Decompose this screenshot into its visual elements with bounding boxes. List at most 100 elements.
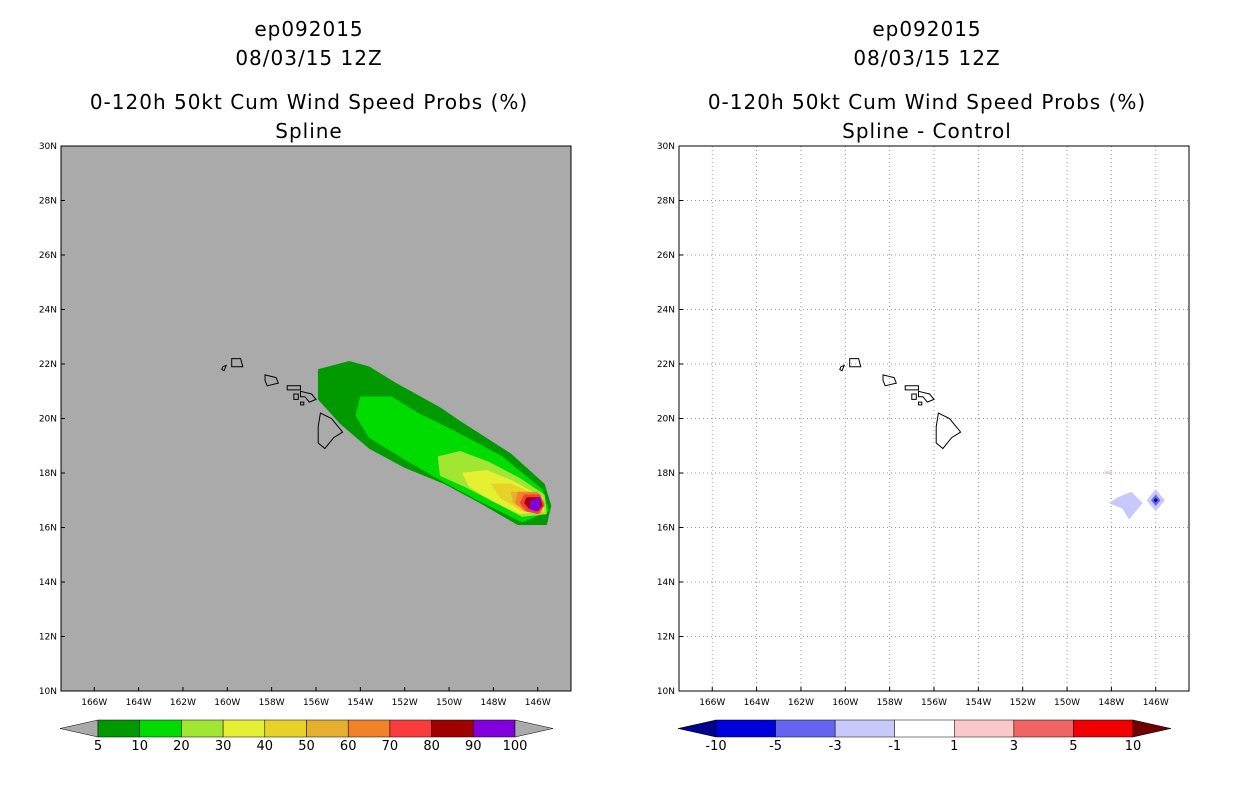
colorbar-over-arrow: [514, 719, 554, 738]
y-tick-label: 28N: [657, 197, 675, 207]
island-niihau: [839, 364, 846, 372]
colorbar-label: 5: [1069, 739, 1077, 754]
colorbar-label: -10: [705, 739, 726, 754]
spline-probability-map: 166W 164W 162W 160W 158W 156W 154W 152W 150W 148W…: [39, 142, 572, 754]
colorbar-swatch: [389, 719, 432, 738]
y-tick-label: 22N: [39, 360, 57, 370]
contour-level-1: [1104, 471, 1112, 475]
left-panel: ep092015 08/03/15 12Z 0-120h 50kt Cum Wi…: [39, 17, 572, 754]
left-title-storm-id: ep092015: [254, 17, 364, 41]
y-tick-label: 16N: [39, 524, 57, 534]
colorbar-label: 90: [465, 739, 482, 754]
x-tick-label: 164W: [744, 698, 770, 708]
island-oahu: [882, 374, 897, 387]
island-kahoolawe: [918, 401, 923, 406]
x-tick-label: 146W: [525, 698, 551, 708]
x-tick-label: 164W: [126, 698, 152, 708]
colorbar-label: 40: [257, 739, 274, 754]
right-title-product: 0-120h 50kt Cum Wind Speed Probs (%): [707, 90, 1147, 114]
x-tick-label: 160W: [832, 698, 858, 708]
y-tick-label: 14N: [657, 578, 675, 588]
x-tick-label: 150W: [1054, 698, 1080, 708]
colorbar-label: -1: [888, 739, 901, 754]
colorbar-under-arrow: [59, 719, 99, 738]
island-maui: [300, 390, 317, 403]
right-title-method: Spline - Control: [842, 119, 1012, 143]
island-kauai: [231, 358, 244, 368]
right-title-date: 08/03/15 12Z: [853, 46, 1001, 70]
x-tick-label: 148W: [480, 698, 506, 708]
colorbar-swatch: [306, 719, 349, 738]
colorbar-label: 100: [503, 739, 528, 754]
x-tick-label: 160W: [214, 698, 240, 708]
colorbar-swatch: [894, 719, 955, 738]
colorbar-under-arrow: [677, 719, 717, 738]
colorbar-label: 1: [950, 739, 958, 754]
x-tick-label: 152W: [392, 698, 418, 708]
colorbar-label: 30: [215, 739, 232, 754]
colorbar-label: 10: [131, 739, 148, 754]
island-molokai: [904, 385, 919, 391]
contour-level-minus-1: [1108, 491, 1143, 520]
colorbar-label: 70: [382, 739, 399, 754]
colorbar-over-arrow: [1132, 719, 1172, 738]
y-tick-label: 18N: [657, 469, 675, 479]
y-tick-label: 14N: [39, 578, 57, 588]
y-tick-label: 24N: [657, 306, 675, 316]
x-tick-label: 162W: [170, 698, 196, 708]
x-tick-label: 156W: [921, 698, 947, 708]
x-tick-label: 158W: [259, 698, 285, 708]
colorbar-swatch: [264, 719, 307, 738]
island-maui: [918, 390, 935, 403]
y-tick-label: 20N: [657, 415, 675, 425]
x-tick-label: 162W: [788, 698, 814, 708]
colorbar-label: 5: [94, 739, 102, 754]
island-niihau: [221, 364, 228, 372]
colorbar-swatch: [347, 719, 391, 738]
y-tick-label: 30N: [39, 142, 57, 152]
colorbar-swatch: [775, 719, 836, 738]
y-tick-label: 18N: [39, 469, 57, 479]
colorbar-swatch: [181, 719, 224, 738]
left-title-date: 08/03/15 12Z: [235, 46, 383, 70]
colorbar-swatch: [715, 719, 776, 738]
y-tick-label: 26N: [39, 251, 57, 261]
left-title-method: Spline: [275, 119, 343, 143]
island-kauai: [849, 358, 862, 368]
y-tick-label: 16N: [657, 524, 675, 534]
right-panel: ep092015 08/03/15 12Z 0-120h 50kt Cum Wi…: [618, 0, 1236, 800]
colorbar-label: 60: [340, 739, 357, 754]
y-tick-label: 30N: [657, 142, 675, 152]
island-oahu: [264, 374, 279, 387]
x-tick-label: 154W: [347, 698, 373, 708]
colorbar-label: 80: [423, 739, 440, 754]
colorbar-swatch: [431, 719, 474, 738]
colorbar-swatch: [1013, 719, 1074, 738]
y-tick-label: 24N: [39, 306, 57, 316]
colorbar-label: 20: [173, 739, 190, 754]
plot-area: [61, 146, 571, 691]
colorbar-swatch: [1073, 719, 1134, 738]
island-lanai: [293, 393, 299, 400]
colorbar-swatch: [139, 719, 182, 738]
island-hawaii: [317, 412, 344, 450]
island-hawaii: [935, 412, 962, 450]
spline-minus-control-difference-map: 166W 164W 162W 160W 158W 156W 154W 152W 150W 148W…: [657, 142, 1190, 754]
right-title-storm-id: ep092015: [872, 17, 982, 41]
contour-level-minus-10: [1153, 497, 1158, 503]
left-title-product: 0-120h 50kt Cum Wind Speed Probs (%): [89, 90, 529, 114]
x-tick-label: 156W: [303, 698, 329, 708]
y-tick-label: 20N: [39, 415, 57, 425]
island-molokai: [286, 385, 301, 391]
island-lanai: [911, 393, 917, 400]
y-tick-label: 26N: [657, 251, 675, 261]
colorbar-swatch: [834, 719, 895, 738]
x-tick-label: 166W: [699, 698, 725, 708]
colorbar-swatch: [954, 719, 1015, 738]
y-tick-label: 10N: [657, 687, 675, 697]
y-tick-label: 22N: [657, 360, 675, 370]
y-tick-label: 12N: [657, 633, 675, 643]
colorbar-swatch: [473, 719, 516, 738]
y-tick-label: 28N: [39, 197, 57, 207]
x-tick-label: 150W: [436, 698, 462, 708]
